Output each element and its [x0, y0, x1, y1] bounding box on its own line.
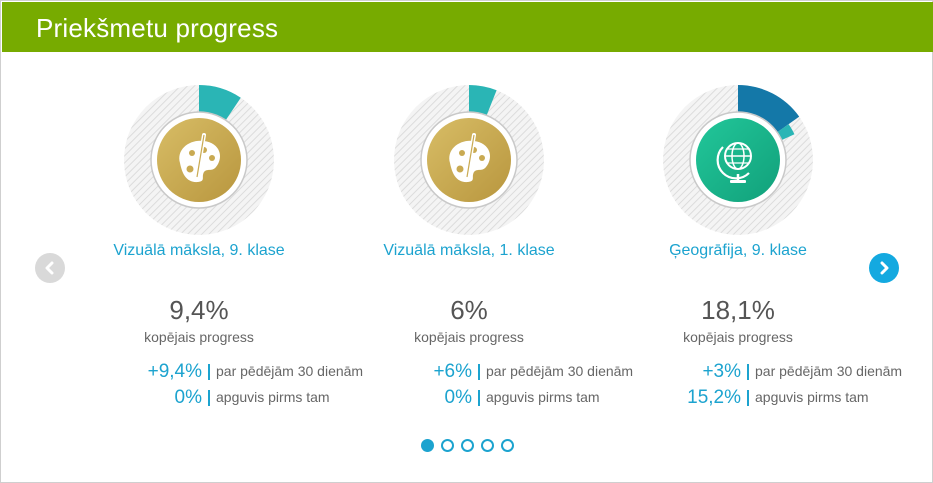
- widget-title: Priekšmetu progress: [36, 13, 279, 43]
- palette-icon: [179, 133, 220, 183]
- stat-divider: [208, 390, 210, 406]
- stat-divider: [478, 364, 480, 380]
- pagination-dot[interactable]: [441, 439, 454, 452]
- stat-divider: [208, 364, 210, 380]
- total-progress-label: kopējais progress: [414, 329, 524, 345]
- recent-progress-label: par pēdējām 30 dienām: [216, 363, 364, 379]
- subject-badge: [696, 118, 780, 202]
- ring-segment-recent: [776, 124, 795, 141]
- recent-progress-label: par pēdējām 30 dienām: [486, 363, 634, 379]
- ring-segment-recent: [469, 85, 497, 117]
- prior-progress-stat: 15,2% apguvis pirms tam: [603, 387, 873, 409]
- recent-progress-stat: +9,4% par pēdējām 30 dienām: [64, 361, 364, 383]
- recent-progress-stat: +6% par pēdējām 30 dienām: [334, 361, 633, 383]
- pagination-dot[interactable]: [421, 439, 434, 452]
- subject-card[interactable]: Ģeogrāfija, 9. klase 18,1% kopējais prog…: [603, 81, 902, 421]
- subject-name-link[interactable]: Ģeogrāfija, 9. klase: [669, 242, 807, 259]
- prior-progress-label: apguvis pirms tam: [755, 389, 869, 405]
- carousel-prev-button[interactable]: [35, 253, 65, 283]
- carousel-pagination: [421, 439, 521, 453]
- prior-progress-stat: 0% apguvis pirms tam: [334, 387, 604, 409]
- palette-icon: [449, 133, 490, 183]
- pagination-dot[interactable]: [461, 439, 474, 452]
- prior-progress-value: 15,2%: [687, 387, 741, 408]
- recent-progress-label: par pēdējām 30 dienām: [755, 363, 903, 379]
- progress-ring: [663, 85, 813, 235]
- progress-ring: [124, 85, 274, 235]
- prior-progress-label: apguvis pirms tam: [216, 389, 330, 405]
- recent-progress-value: +9,4%: [147, 361, 202, 382]
- recent-progress-value: +3%: [702, 361, 741, 382]
- subject-card[interactable]: Vizuālā māksla, 9. klase 9,4% kopējais p…: [64, 81, 364, 421]
- prior-progress-label: apguvis pirms tam: [486, 389, 600, 405]
- ring-segment-prior: [738, 85, 800, 133]
- ring-segment-recent: [199, 85, 241, 121]
- progress-ring: [394, 85, 544, 235]
- recent-progress-value: +6%: [433, 361, 472, 382]
- total-progress-label: kopējais progress: [144, 329, 254, 345]
- subject-name-link[interactable]: Vizuālā māksla, 1. klase: [383, 242, 555, 259]
- recent-progress-stat: +3% par pēdējām 30 dienām: [603, 361, 902, 383]
- subject-name-link[interactable]: Vizuālā māksla, 9. klase: [113, 242, 285, 259]
- prior-progress-value: 0%: [444, 387, 472, 408]
- chevron-left-icon: [45, 261, 54, 275]
- stat-divider: [747, 390, 749, 406]
- stat-divider: [478, 390, 480, 406]
- total-progress-value: 9,4%: [169, 295, 229, 325]
- globe-icon: [716, 142, 752, 183]
- carousel-next-button[interactable]: [869, 253, 899, 283]
- total-progress-value: 18,1%: [701, 295, 775, 325]
- prior-progress-stat: 0% apguvis pirms tam: [64, 387, 334, 409]
- chevron-right-icon: [880, 261, 889, 275]
- total-progress-label: kopējais progress: [683, 329, 793, 345]
- stat-divider: [747, 364, 749, 380]
- pagination-dot[interactable]: [481, 439, 494, 452]
- prior-progress-value: 0%: [174, 387, 202, 408]
- widget-header: Priekšmetu progress: [2, 2, 933, 52]
- total-progress-value: 6%: [450, 295, 488, 325]
- pagination-dot[interactable]: [501, 439, 514, 452]
- subject-card[interactable]: Vizuālā māksla, 1. klase 6% kopējais pro…: [334, 81, 633, 421]
